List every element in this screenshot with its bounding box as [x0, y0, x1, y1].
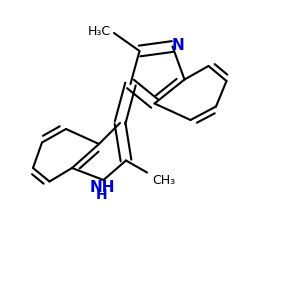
Text: H: H [96, 188, 108, 202]
Text: NH: NH [89, 180, 115, 195]
Text: CH₃: CH₃ [152, 173, 175, 187]
Text: N: N [172, 38, 184, 52]
Text: H₃C: H₃C [87, 25, 111, 38]
